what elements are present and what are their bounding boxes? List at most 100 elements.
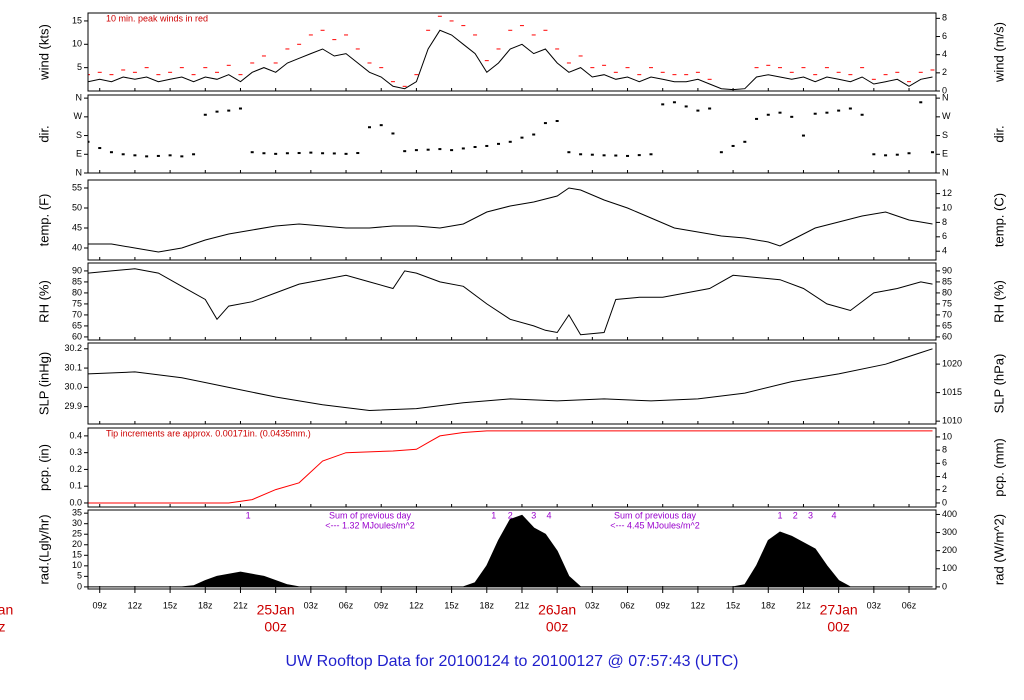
panel-frame xyxy=(87,342,937,425)
y-tick-label: 45 xyxy=(72,222,82,232)
y2-axis-label: wind (m/s) xyxy=(991,22,1006,83)
y2-tick-label: 1010 xyxy=(942,416,962,426)
point xyxy=(438,148,442,151)
point xyxy=(145,155,149,158)
x-tick-label: 15z xyxy=(726,600,741,610)
y2-tick-label: 6 xyxy=(942,231,947,241)
y2-tick-label: E xyxy=(942,149,948,159)
y2-tick-label: 200 xyxy=(942,545,957,555)
date-label: 27Jan xyxy=(820,602,858,618)
point xyxy=(508,140,512,143)
y2-tick-label: 6 xyxy=(942,31,947,41)
y2-axis-label: SLP (hPa) xyxy=(991,354,1006,414)
point xyxy=(98,147,102,150)
y-tick-label: 15 xyxy=(72,15,82,25)
y2-tick-label: 4 xyxy=(942,471,947,481)
y-tick-label: 29.9 xyxy=(64,401,82,411)
area xyxy=(88,514,933,588)
point xyxy=(930,151,934,154)
point xyxy=(379,124,383,127)
y2-axis-label: dir. xyxy=(991,125,1006,142)
point xyxy=(801,134,805,137)
point xyxy=(637,154,641,157)
point xyxy=(497,142,501,145)
y2-tick-label: 85 xyxy=(942,276,952,286)
x-tick-label: 18z xyxy=(480,600,495,610)
point xyxy=(520,136,524,139)
panel-frame xyxy=(87,94,937,174)
point xyxy=(731,144,735,147)
point xyxy=(485,144,489,147)
panel-frame xyxy=(87,509,937,590)
point xyxy=(203,113,207,116)
x-tick-label: 06z xyxy=(339,600,354,610)
y-tick-label: 10 xyxy=(72,39,82,49)
point xyxy=(532,133,536,136)
x-tick-label: 06z xyxy=(620,600,635,610)
point xyxy=(367,126,371,129)
point xyxy=(626,154,630,157)
x-tick-label: 18z xyxy=(198,600,213,610)
x-tick-label: 06z xyxy=(902,600,917,610)
point xyxy=(895,153,899,156)
point xyxy=(297,152,301,155)
point xyxy=(719,151,723,154)
marker-label: 2 xyxy=(508,510,513,520)
y-tick-label: 10 xyxy=(72,560,82,570)
annotation: Sum of previous day xyxy=(329,510,412,520)
y-tick-label: 30 xyxy=(72,518,82,528)
y2-tick-label: 400 xyxy=(942,509,957,519)
y2-tick-label: 8 xyxy=(942,217,947,227)
x-tick-label: 21z xyxy=(233,600,248,610)
point xyxy=(473,146,477,148)
x-tick-label: 15z xyxy=(444,600,459,610)
point xyxy=(274,152,278,155)
panel-plot xyxy=(88,514,933,588)
y-axis-label: SLP (inHg) xyxy=(36,352,51,415)
y2-tick-label: 1020 xyxy=(942,358,962,368)
y2-tick-label: 300 xyxy=(942,527,957,537)
line xyxy=(88,187,933,253)
line xyxy=(88,430,933,504)
y2-tick-label: 60 xyxy=(942,331,952,341)
y2-tick-label: 8 xyxy=(942,13,947,23)
date-hour-label: 00z xyxy=(827,619,850,635)
point xyxy=(602,154,606,157)
y2-tick-label: 90 xyxy=(942,265,952,275)
y2-tick-label: S xyxy=(942,130,948,140)
y2-tick-label: 10 xyxy=(942,202,952,212)
marker-label: 1 xyxy=(246,510,251,520)
point xyxy=(332,152,336,155)
y-tick-label: 0.3 xyxy=(69,447,82,457)
marker-label: 2 xyxy=(793,510,798,520)
marker-label: 1 xyxy=(777,510,782,520)
y-tick-label: W xyxy=(74,111,83,121)
point xyxy=(109,151,113,154)
y-tick-label: 80 xyxy=(72,287,82,297)
y-axis-label: pcp. (in) xyxy=(36,444,51,491)
y-axis-label: rad.(Lgly/hr) xyxy=(36,514,51,584)
point xyxy=(872,153,876,156)
y2-axis-label: rad (W/m^2) xyxy=(991,514,1006,585)
annotation: Tip increments are approx. 0.00171in. (0… xyxy=(106,428,311,438)
y-tick-label: 0.1 xyxy=(69,481,82,491)
point xyxy=(391,132,395,135)
y2-tick-label: 4 xyxy=(942,49,947,59)
chart-title: UW Rooftop Data for 20100124 to 20100127… xyxy=(286,653,739,670)
y-tick-label: 65 xyxy=(72,320,82,330)
date-hour-label: 00z xyxy=(264,619,287,635)
x-tick-label: 12z xyxy=(128,600,143,610)
y-tick-label: 5 xyxy=(77,62,82,72)
x-tick-label: 03z xyxy=(304,600,319,610)
y-tick-label: 40 xyxy=(72,242,82,252)
y-tick-label: 0.2 xyxy=(69,464,82,474)
x-tick-label: 12z xyxy=(691,600,706,610)
y2-tick-label: 1015 xyxy=(942,387,962,397)
date-hour-label: 00z xyxy=(0,619,5,635)
annotation: Sum of previous day xyxy=(614,510,697,520)
y2-tick-label: 0 xyxy=(942,497,947,507)
x-tick-label: 12z xyxy=(409,600,424,610)
y-tick-label: 20 xyxy=(72,539,82,549)
y2-tick-label: 4 xyxy=(942,246,947,256)
